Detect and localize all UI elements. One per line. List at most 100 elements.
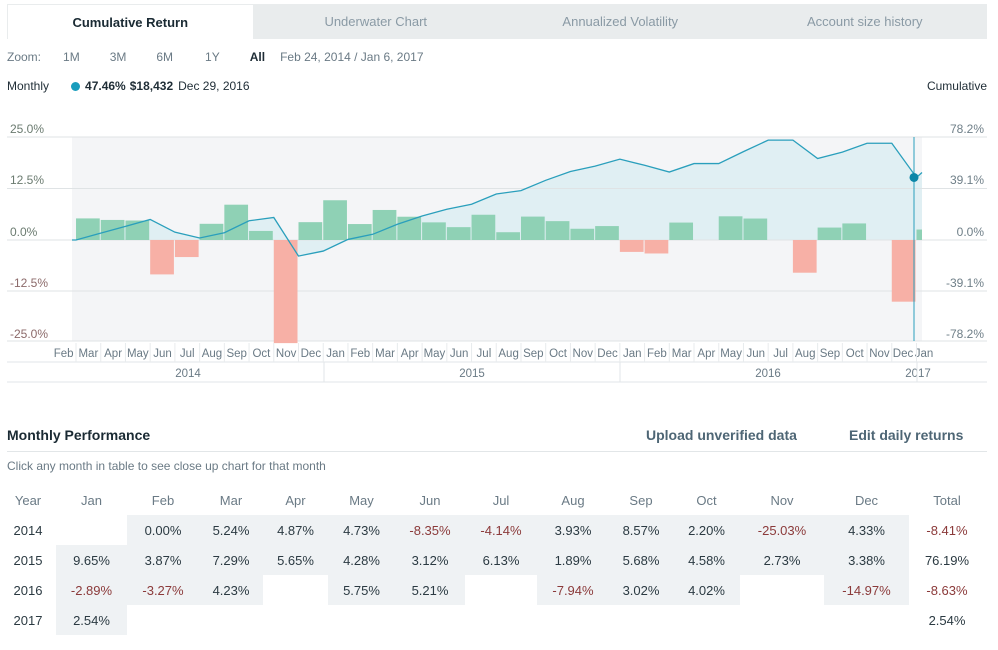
month-cell xyxy=(263,605,328,635)
zoom-1m-button[interactable]: 1M xyxy=(63,50,80,64)
month-cell[interactable]: 2.73% xyxy=(740,545,824,575)
table-hint: Click any month in table to see close up… xyxy=(7,459,326,473)
cumulative-return-chart[interactable]: 25.0% 12.5% 0.0% -12.5% -25.0% 78.2% 39.1% 0.0%… xyxy=(0,0,998,390)
month-cell xyxy=(537,605,609,635)
table-row: 2014 0.00% 5.24% 4.87% 4.73% -8.35% -4.14% 3.93… xyxy=(0,515,985,545)
column-header-jan: Jan xyxy=(81,492,102,508)
right-axis-label: 78.2% xyxy=(950,122,984,136)
month-cell[interactable]: -7.94% xyxy=(537,575,609,605)
month-label: Jul xyxy=(773,348,788,360)
month-cell[interactable]: 3.93% xyxy=(537,515,609,545)
month-cell[interactable]: 1.89% xyxy=(537,545,609,575)
right-axis-label: 39.1% xyxy=(950,173,984,187)
month-cell[interactable]: 5.75% xyxy=(328,575,395,605)
month-cell xyxy=(609,605,673,635)
month-cell[interactable]: 4.33% xyxy=(824,515,909,545)
bar-jun xyxy=(743,218,768,240)
month-cell xyxy=(673,605,740,635)
upload-unverified-data-link[interactable]: Upload unverified data xyxy=(646,427,797,443)
zoom-all-button[interactable]: All xyxy=(249,50,266,64)
month-cell xyxy=(199,605,263,635)
month-cell xyxy=(465,575,537,605)
tab-annualized-volatility[interactable]: Annualized Volatility xyxy=(562,14,679,29)
month-cell[interactable]: 3.87% xyxy=(127,545,199,575)
bar-feb xyxy=(644,240,669,254)
edit-daily-returns-link[interactable]: Edit daily returns xyxy=(849,427,964,443)
tab-cumulative-return[interactable]: Cumulative Return xyxy=(7,4,254,39)
table-header-row: Year Jan Feb Mar Apr May Jun Jul Aug Sep Oct Nov Dec… xyxy=(0,485,985,515)
month-cell[interactable]: 0.00% xyxy=(127,515,199,545)
bar-jul xyxy=(471,214,496,240)
bar-jan xyxy=(323,200,347,240)
right-axis-label: -39.1% xyxy=(946,276,984,290)
month-cell[interactable]: 4.02% xyxy=(673,575,740,605)
bar-jan xyxy=(619,240,644,252)
month-cell[interactable]: 6.13% xyxy=(465,545,537,575)
column-header-jun: Jun xyxy=(419,492,441,508)
month-cell[interactable]: 5.68% xyxy=(609,545,673,575)
month-cell[interactable]: -2.89% xyxy=(56,575,127,605)
month-cell[interactable]: 2.20% xyxy=(673,515,740,545)
month-cell[interactable]: -3.27% xyxy=(127,575,199,605)
month-cell[interactable]: -8.35% xyxy=(395,515,465,545)
month-cell xyxy=(740,575,824,605)
total-cell: 76.19% xyxy=(924,552,970,568)
month-cell[interactable]: 8.57% xyxy=(609,515,673,545)
month-label: Jun xyxy=(747,348,766,360)
month-cell[interactable]: -25.03% xyxy=(740,515,824,545)
month-label: Nov xyxy=(869,348,890,360)
bar-sep xyxy=(817,227,842,240)
table-row: 2015 9.65% 3.87% 7.29% 5.65% 4.28% 3.12% 6.13% 1… xyxy=(0,545,985,575)
tab-underwater-chart[interactable]: Underwater Chart xyxy=(324,14,428,29)
bar-oct xyxy=(842,223,867,240)
hover-date: Dec 29, 2016 xyxy=(178,79,250,93)
month-label: Apr xyxy=(697,348,715,360)
month-cell[interactable]: 5.21% xyxy=(395,575,465,605)
month-cell[interactable]: 3.38% xyxy=(824,545,909,575)
month-cell[interactable]: 3.02% xyxy=(609,575,673,605)
monthly-performance-title: Monthly Performance xyxy=(7,427,151,443)
bar-jun xyxy=(446,227,471,240)
month-cell[interactable]: 4.87% xyxy=(263,515,328,545)
month-cell[interactable]: 9.65% xyxy=(56,545,127,575)
column-header-mar: Mar xyxy=(219,492,243,508)
month-label: Jun xyxy=(153,348,172,360)
total-cell: -8.63% xyxy=(926,582,968,598)
month-cell[interactable]: 5.24% xyxy=(199,515,263,545)
bar-nov xyxy=(570,228,595,240)
month-cell[interactable]: 7.29% xyxy=(199,545,263,575)
month-label: Sep xyxy=(820,348,840,360)
month-label: Jul xyxy=(180,348,195,360)
zoom-1y-button[interactable]: 1Y xyxy=(205,50,220,64)
bar-jul xyxy=(174,240,199,258)
bar-jun xyxy=(150,240,174,275)
year-label: 2017 xyxy=(905,368,931,380)
month-cell xyxy=(56,515,127,545)
left-axis-label: -25.0% xyxy=(10,327,48,341)
month-cell[interactable]: -14.97% xyxy=(824,575,909,605)
month-cell[interactable]: -4.14% xyxy=(465,515,537,545)
zoom-6m-button[interactable]: 6M xyxy=(156,50,174,64)
tab-account-size-history[interactable]: Account size history xyxy=(806,14,923,29)
month-label: Aug xyxy=(498,348,518,360)
month-cell[interactable]: 4.23% xyxy=(199,575,263,605)
left-axis-label: 0.0% xyxy=(10,225,38,239)
year-label: 2014 xyxy=(175,368,201,380)
zoom-3m-button[interactable]: 3M xyxy=(109,50,127,64)
month-cell[interactable]: 3.12% xyxy=(395,545,465,575)
cumulative-line xyxy=(72,139,923,257)
bar-aug xyxy=(792,240,817,273)
date-range[interactable]: Feb 24, 2014 / Jan 6, 2017 xyxy=(280,50,424,64)
month-cell[interactable]: 5.65% xyxy=(263,545,328,575)
month-cell xyxy=(824,605,909,635)
month-label: Aug xyxy=(795,348,815,360)
month-cell xyxy=(740,605,824,635)
right-axis-label: 0.0% xyxy=(957,225,985,239)
month-cell[interactable]: 4.58% xyxy=(673,545,740,575)
month-cell[interactable]: 2.54% xyxy=(56,605,127,635)
month-cell xyxy=(328,605,395,635)
month-label: Sep xyxy=(226,348,246,360)
month-cell[interactable]: 4.28% xyxy=(328,545,395,575)
column-header-total: Total xyxy=(933,492,961,508)
month-cell[interactable]: 4.73% xyxy=(328,515,395,545)
